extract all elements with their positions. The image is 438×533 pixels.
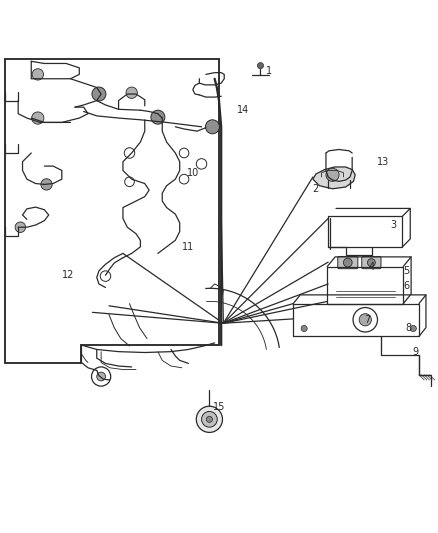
- FancyBboxPatch shape: [338, 256, 358, 269]
- Circle shape: [151, 110, 165, 124]
- Text: 7: 7: [364, 315, 371, 325]
- Circle shape: [367, 259, 375, 266]
- Circle shape: [410, 326, 417, 332]
- Polygon shape: [5, 59, 219, 362]
- Text: 5: 5: [404, 266, 410, 276]
- Circle shape: [196, 406, 223, 432]
- Circle shape: [32, 112, 44, 124]
- Circle shape: [126, 87, 138, 99]
- Circle shape: [201, 411, 217, 427]
- Text: 3: 3: [391, 220, 397, 230]
- Text: 11: 11: [182, 242, 194, 252]
- Text: 12: 12: [62, 270, 74, 280]
- Text: 13: 13: [377, 157, 389, 167]
- Circle shape: [359, 313, 371, 326]
- Circle shape: [92, 87, 106, 101]
- Text: 1: 1: [266, 66, 272, 76]
- FancyBboxPatch shape: [362, 256, 381, 269]
- Circle shape: [205, 120, 219, 134]
- Circle shape: [326, 168, 339, 181]
- Circle shape: [15, 222, 25, 232]
- Text: 9: 9: [413, 346, 419, 357]
- Text: 14: 14: [237, 105, 249, 115]
- Text: 8: 8: [406, 322, 412, 333]
- Text: 10: 10: [187, 168, 199, 177]
- Text: 2: 2: [312, 184, 318, 194]
- Text: 6: 6: [404, 281, 410, 290]
- Circle shape: [301, 326, 307, 332]
- Circle shape: [343, 258, 352, 267]
- Circle shape: [206, 416, 212, 422]
- Polygon shape: [313, 167, 355, 189]
- Text: 15: 15: [213, 402, 225, 412]
- Text: 4: 4: [369, 262, 375, 272]
- Circle shape: [41, 179, 52, 190]
- Circle shape: [258, 62, 264, 69]
- Circle shape: [97, 372, 106, 381]
- Circle shape: [32, 69, 43, 80]
